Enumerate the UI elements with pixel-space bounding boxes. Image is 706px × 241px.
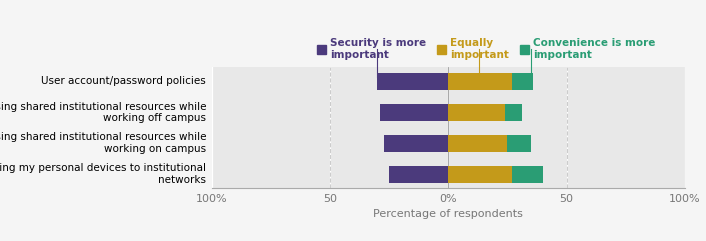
Bar (512, 166, 543, 182)
Legend: Security is more
important, Equally
important, Convenience is more
important: Security is more important, Equally impo… (317, 38, 656, 60)
Bar (385, 135, 448, 152)
Bar (448, 73, 512, 90)
Bar (448, 166, 512, 182)
Bar (505, 104, 522, 121)
Bar (377, 73, 448, 90)
Bar (380, 104, 448, 121)
Bar (512, 73, 534, 90)
Bar (448, 135, 508, 152)
X-axis label: Percentage of respondents: Percentage of respondents (373, 209, 523, 219)
Bar (508, 135, 531, 152)
Bar (389, 166, 448, 182)
Bar (448, 104, 505, 121)
